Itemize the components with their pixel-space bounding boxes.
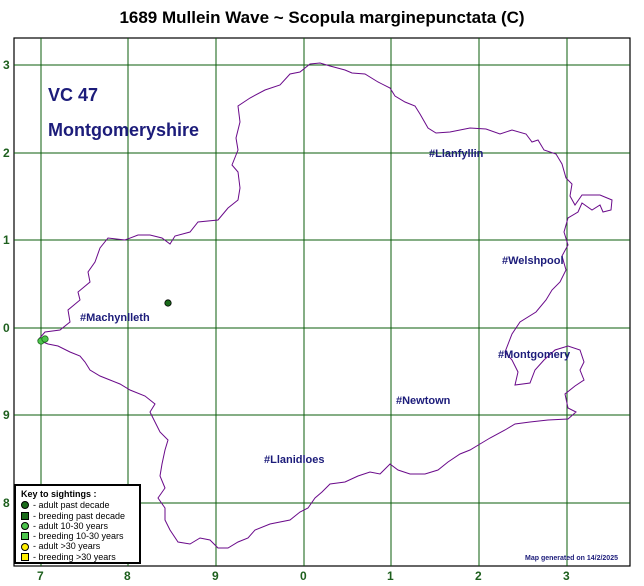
x-tick-label: 3 — [563, 569, 570, 583]
key-title: Key to sightings : — [21, 489, 97, 499]
x-tick-label: 2 — [475, 569, 482, 583]
key-item-label: - breeding 10-30 years — [33, 531, 124, 542]
x-tick-label: 9 — [212, 569, 219, 583]
grid-lines — [14, 38, 630, 566]
x-tick-label: 1 — [387, 569, 394, 583]
y-tick-label: 1 — [3, 233, 10, 247]
key-item-label: - breeding >30 years — [33, 551, 116, 562]
x-tick-label: 7 — [37, 569, 44, 583]
x-tick-label: 8 — [124, 569, 131, 583]
vice-county-name: Montgomeryshire — [48, 120, 199, 140]
key-item-label: - adult >30 years — [33, 541, 101, 552]
key-item: - breeding 10-30 years — [21, 531, 139, 541]
x-tick-label: 0 — [300, 569, 307, 583]
county-boundary — [37, 62, 613, 549]
circle-marker-icon — [21, 542, 29, 551]
sightings-key: Key to sightings : - adult past decade - … — [14, 484, 141, 564]
generated-date-note: Map generated on 14/2/2025 — [525, 555, 618, 562]
key-item: - breeding past decade — [21, 511, 139, 521]
town-label-newtown: #Newtown — [396, 395, 451, 407]
circle-marker-icon — [21, 522, 29, 531]
town-label-welshpool: #Welshpool — [502, 255, 564, 267]
key-item-label: - breeding past decade — [33, 510, 126, 521]
y-tick-label: 3 — [3, 58, 10, 72]
key-item: - adult >30 years — [21, 541, 139, 551]
key-item-label: - adult 10-30 years — [33, 520, 109, 531]
square-marker-icon — [21, 552, 29, 561]
record-adult-past-decade — [164, 299, 172, 307]
key-item-label: - adult past decade — [33, 500, 110, 511]
town-label-llanidloes: #Llanidloes — [264, 454, 325, 466]
key-item: - adult 10-30 years — [21, 521, 139, 531]
square-marker-icon — [21, 511, 29, 520]
key-item: - breeding >30 years — [21, 552, 139, 562]
key-item: - adult past decade — [21, 500, 139, 510]
map-frame — [13, 37, 631, 567]
vice-county-code: VC 47 — [48, 85, 98, 105]
map-title: 1689 Mullein Wave ~ Scopula marginepunct… — [119, 8, 525, 27]
town-label-montgomery: #Montgomery — [498, 349, 571, 361]
circle-marker-icon — [21, 501, 29, 510]
y-tick-label: 0 — [3, 321, 10, 335]
record-adult-10-30-years — [41, 335, 49, 343]
y-tick-label: 9 — [3, 408, 10, 422]
y-tick-label: 8 — [3, 496, 10, 510]
square-marker-icon — [21, 532, 29, 541]
town-label-llanfyllin: #Llanfyllin — [429, 148, 484, 160]
y-tick-label: 2 — [3, 146, 10, 160]
town-label-machynlleth: #Machynlleth — [80, 312, 150, 324]
